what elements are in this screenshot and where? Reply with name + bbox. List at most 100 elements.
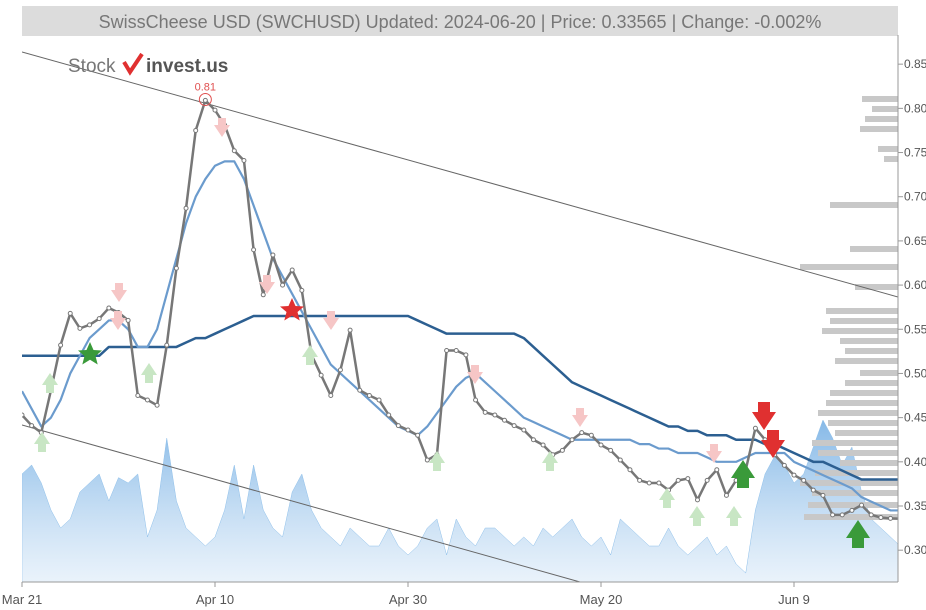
price-point (337, 367, 343, 373)
series-line (22, 99, 898, 520)
price-point (878, 514, 884, 520)
price-point (87, 322, 93, 328)
price-point (888, 515, 893, 521)
price-point (868, 512, 874, 518)
price-point (444, 347, 450, 353)
price-point (251, 247, 257, 253)
price-point (154, 402, 160, 408)
price-point (193, 127, 199, 133)
price-point (231, 148, 237, 154)
price-point (482, 409, 488, 415)
price-point (820, 492, 826, 498)
price-point (67, 310, 73, 316)
price-point (135, 393, 141, 399)
title-bar (22, 6, 898, 36)
price-point (395, 423, 401, 429)
price-point (453, 347, 459, 353)
price-point (897, 517, 898, 520)
price-point (22, 412, 25, 418)
price-point (646, 480, 652, 486)
price-point (347, 327, 353, 333)
series-line (22, 314, 898, 481)
volume-area (22, 419, 898, 582)
y-tick-label: 0.85 (904, 57, 926, 71)
logo-left: Stock (68, 56, 116, 77)
trend-lines (22, 51, 898, 582)
price-point (357, 387, 363, 393)
volume-layer (22, 419, 898, 582)
y-tick-label: 0.70 (904, 190, 926, 204)
price-point (830, 512, 836, 518)
price-point (328, 393, 334, 399)
axis-layer: 0.30 0.35 0.40 0.45 0.50 0.55 0.60 0.65 0.70 0.75… (2, 57, 926, 607)
signals (34, 118, 870, 548)
price-point (386, 412, 392, 418)
price-point (588, 432, 594, 438)
price-point (280, 282, 286, 288)
price-point (704, 477, 710, 483)
x-tick-label: May 20 (580, 592, 623, 607)
price-point (752, 425, 758, 431)
price-point (617, 457, 623, 463)
price-point (781, 462, 787, 468)
price-point (366, 393, 372, 399)
price-point (608, 447, 614, 453)
price-point (492, 412, 498, 418)
y-tick-label: 0.35 (904, 499, 926, 513)
price-point (270, 252, 276, 258)
price-point (569, 437, 575, 443)
price-point (839, 512, 845, 518)
price-point (183, 205, 189, 211)
price-point (598, 442, 604, 448)
price-point (656, 480, 662, 486)
y-tick-label: 0.50 (904, 366, 926, 380)
price-point (714, 467, 720, 473)
x-tick-label: Apr 10 (196, 592, 234, 607)
price-point (695, 497, 700, 503)
price-point (791, 472, 797, 478)
price-point (424, 457, 430, 463)
price-point (849, 507, 855, 513)
x-tick-label: Mar 21 (2, 592, 42, 607)
price-point (463, 352, 469, 358)
price-point (801, 477, 807, 483)
x-tick-label: Jun 9 (778, 592, 810, 607)
price-point (415, 432, 421, 438)
price-point (164, 342, 170, 348)
price-point (540, 442, 546, 448)
price-point (723, 492, 729, 498)
y-tick-label: 0.80 (904, 101, 926, 115)
y-tick-label: 0.75 (904, 146, 926, 160)
price-point (685, 476, 691, 482)
y-tick-label: 0.65 (904, 234, 926, 248)
price-point (530, 437, 536, 443)
price-point (675, 477, 681, 483)
peak-label: 0.81 (195, 82, 216, 94)
chart-title: SwissCheese USD (SWCHUSD) Updated: 2024-… (99, 12, 822, 32)
price-point (502, 417, 507, 423)
y-tick-label: 0.60 (904, 278, 926, 292)
series-line (22, 160, 898, 512)
y-tick-label: 0.55 (904, 322, 926, 336)
price-point (106, 305, 112, 311)
price-point (521, 427, 527, 433)
price-point (810, 487, 816, 493)
price-point (202, 97, 208, 103)
price-point (125, 317, 131, 323)
price-point (241, 157, 247, 163)
price-point (299, 287, 305, 293)
volume-profile (800, 96, 898, 520)
price-point (318, 372, 324, 378)
price-point (77, 325, 83, 331)
price-point (637, 477, 643, 483)
price-point (376, 397, 382, 403)
price-point (29, 423, 35, 429)
price-point (173, 265, 179, 271)
price-point (579, 430, 585, 436)
price-point (260, 292, 266, 298)
price-point (144, 397, 150, 403)
price-point (473, 397, 479, 403)
price-point (58, 342, 64, 348)
price-point (289, 267, 295, 273)
